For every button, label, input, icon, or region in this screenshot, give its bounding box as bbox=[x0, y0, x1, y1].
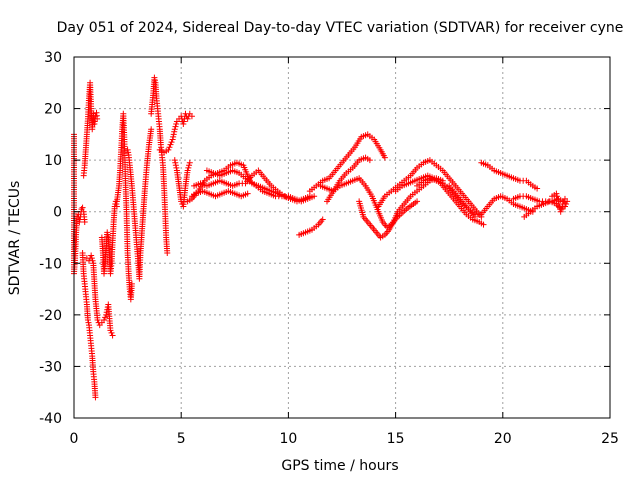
y-tick-label: -30 bbox=[39, 359, 62, 375]
data-point-markers bbox=[124, 126, 155, 282]
x-tick-label: 20 bbox=[494, 431, 512, 447]
data-point-markers bbox=[79, 249, 99, 401]
series-sat-27 bbox=[549, 190, 568, 215]
data-point-markers bbox=[296, 216, 326, 238]
series-sat-02 bbox=[80, 79, 101, 179]
series-sat-08 bbox=[148, 74, 171, 256]
x-tick-label: 15 bbox=[387, 431, 405, 447]
data-point-markers bbox=[549, 190, 568, 215]
x-axis-label: GPS time / hours bbox=[281, 458, 398, 474]
series-sat-14 bbox=[184, 188, 251, 205]
x-tick-label: 10 bbox=[279, 431, 297, 447]
x-tick-label: 25 bbox=[601, 431, 619, 447]
data-point-markers bbox=[113, 110, 135, 303]
x-tick-label: 0 bbox=[70, 431, 79, 447]
data-point-markers bbox=[446, 182, 536, 218]
y-tick-label: 0 bbox=[53, 205, 62, 221]
y-tick-label: -20 bbox=[39, 308, 62, 324]
series-sat-23 bbox=[446, 182, 536, 218]
series-sat-16 bbox=[306, 131, 388, 195]
series-sat-11 bbox=[188, 159, 318, 205]
data-point-markers bbox=[184, 188, 251, 205]
data-point-markers bbox=[148, 74, 171, 256]
y-tick-label: -40 bbox=[39, 411, 62, 427]
series-sat-05 bbox=[98, 198, 120, 277]
series-sat-15 bbox=[296, 216, 326, 238]
series-sat-06 bbox=[113, 110, 135, 303]
x-tick-label: 5 bbox=[177, 431, 186, 447]
series-sat-17 bbox=[323, 154, 373, 205]
series-sat-03 bbox=[79, 249, 99, 401]
plot-frame bbox=[73, 56, 611, 419]
series-sat-24 bbox=[478, 159, 541, 192]
data-point-markers bbox=[306, 131, 388, 195]
y-tick-label: 10 bbox=[44, 153, 62, 169]
data-point-markers bbox=[171, 157, 193, 210]
series-sat-20 bbox=[375, 157, 485, 220]
y-axis-label: SDTVAR / TECUs bbox=[7, 181, 23, 296]
series-sat-09 bbox=[156, 110, 195, 156]
data-point-markers bbox=[375, 157, 485, 220]
grid-lines bbox=[74, 57, 610, 418]
data-point-markers bbox=[83, 252, 116, 339]
data-point-markers bbox=[80, 79, 101, 179]
series-sat-13 bbox=[203, 167, 294, 202]
series-sat-07 bbox=[124, 126, 155, 282]
y-tick-label: -10 bbox=[39, 256, 62, 272]
data-point-markers bbox=[203, 167, 294, 202]
data-point-markers bbox=[98, 198, 120, 277]
y-tick-label: 30 bbox=[44, 50, 62, 66]
axis-ticks: 0 5 10 15 20 25 -40 -30 -20 -10 0 10 20 30 bbox=[39, 50, 619, 447]
data-point-markers bbox=[478, 159, 541, 192]
series-sat-19 bbox=[356, 175, 446, 241]
series-sat-10 bbox=[171, 157, 193, 210]
data-point-markers bbox=[323, 154, 373, 205]
chart-title: Day 051 of 2024, Sidereal Day-to-day VTE… bbox=[57, 20, 624, 36]
data-point-markers bbox=[356, 175, 446, 241]
data-point-markers bbox=[188, 159, 318, 205]
data-marks bbox=[71, 74, 571, 401]
series-sat-04 bbox=[83, 252, 116, 339]
data-point-markers bbox=[156, 110, 195, 156]
y-tick-label: 20 bbox=[44, 102, 62, 118]
